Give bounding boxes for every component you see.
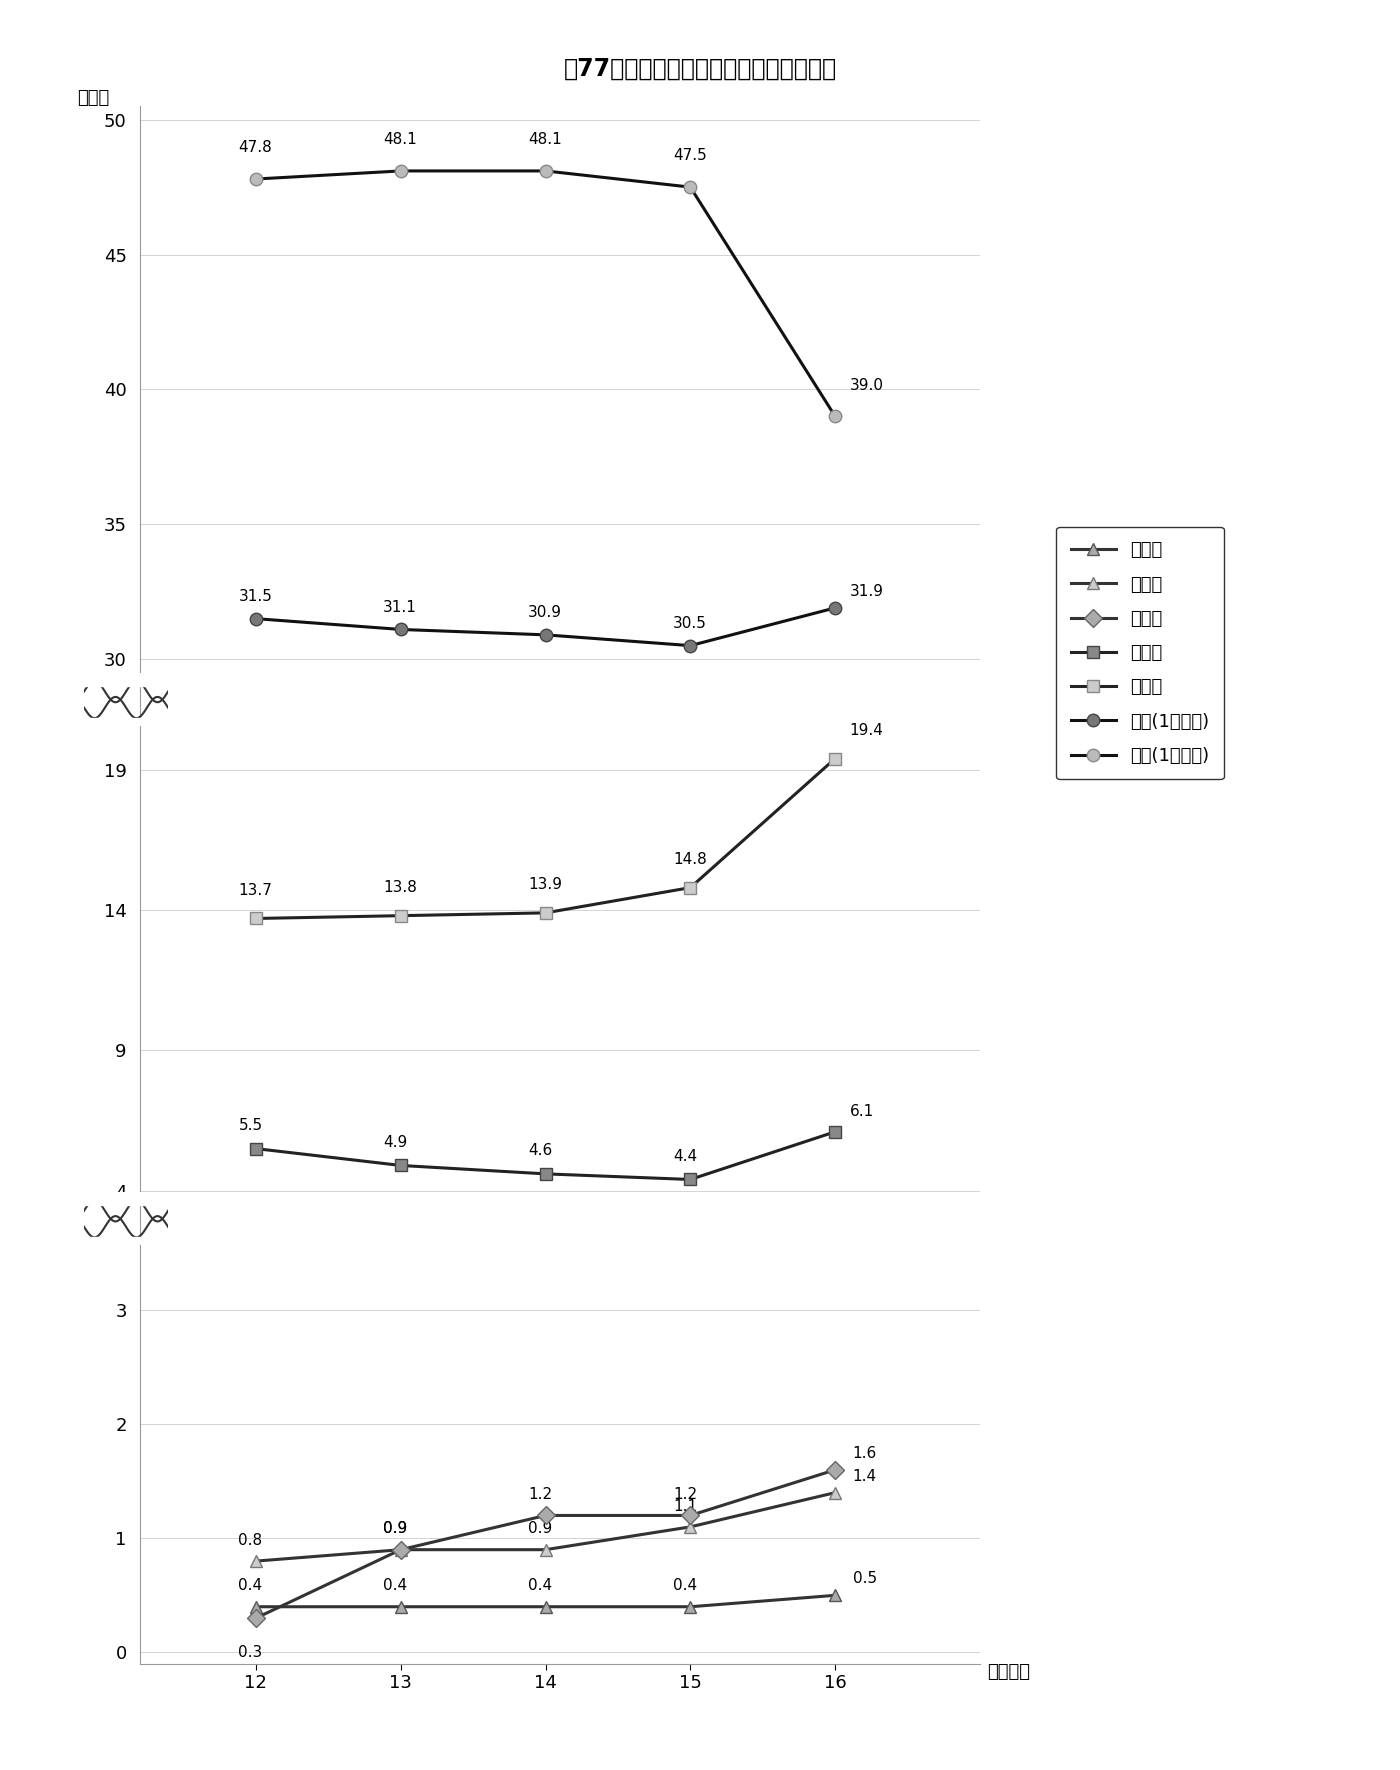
Text: 31.1: 31.1 — [384, 600, 417, 614]
Text: 30.9: 30.9 — [528, 605, 563, 620]
Text: 1.2: 1.2 — [528, 1487, 552, 1503]
Text: 19.4: 19.4 — [850, 722, 883, 738]
Text: 0.9: 0.9 — [528, 1522, 553, 1536]
Text: 13.9: 13.9 — [528, 878, 563, 892]
Text: 0.3: 0.3 — [238, 1644, 263, 1660]
Text: 4.6: 4.6 — [528, 1143, 553, 1158]
Text: 1.1: 1.1 — [673, 1499, 697, 1513]
Text: （年度）: （年度） — [987, 1664, 1030, 1682]
Text: 0.4: 0.4 — [384, 1579, 407, 1593]
Text: 47.8: 47.8 — [238, 140, 272, 156]
Legend: 大都市, 中核市, 特例市, 中都市, 小都市, 町村(1万以上), 町村(1万未満): 大都市, 中核市, 特例市, 中都市, 小都市, 町村(1万以上), 町村(1万… — [1056, 527, 1224, 779]
Text: 14.8: 14.8 — [673, 851, 707, 867]
Bar — [84, 1237, 168, 1248]
Bar — [84, 1189, 168, 1205]
Bar — [84, 671, 168, 687]
Text: 1.2: 1.2 — [673, 1487, 697, 1503]
Text: 48.1: 48.1 — [528, 133, 561, 147]
Bar — [84, 719, 168, 729]
Text: 0.4: 0.4 — [673, 1579, 697, 1593]
Text: 5.5: 5.5 — [238, 1119, 263, 1133]
Text: 6.1: 6.1 — [850, 1104, 874, 1119]
Text: 1.4: 1.4 — [853, 1469, 876, 1483]
Text: 39.0: 39.0 — [850, 377, 883, 393]
Text: 31.5: 31.5 — [238, 589, 273, 604]
Text: 第77図　団体規模別団体数構成比の推移: 第77図 団体規模別団体数構成比の推移 — [563, 57, 837, 81]
Text: 30.5: 30.5 — [673, 616, 707, 630]
Text: （％）: （％） — [77, 88, 109, 106]
Text: 1.6: 1.6 — [853, 1446, 876, 1460]
Text: 4.4: 4.4 — [673, 1149, 697, 1165]
Text: 13.7: 13.7 — [238, 883, 273, 897]
Text: 4.9: 4.9 — [384, 1135, 407, 1150]
Text: 47.5: 47.5 — [673, 149, 707, 163]
Text: 13.8: 13.8 — [384, 880, 417, 896]
Text: 31.9: 31.9 — [850, 584, 883, 598]
Text: 0.9: 0.9 — [384, 1522, 407, 1536]
Text: 0.5: 0.5 — [853, 1572, 876, 1586]
Text: 0.4: 0.4 — [528, 1579, 552, 1593]
Text: 0.8: 0.8 — [238, 1533, 263, 1547]
Text: 0.9: 0.9 — [384, 1522, 407, 1536]
Text: 0.4: 0.4 — [238, 1579, 263, 1593]
Text: 48.1: 48.1 — [384, 133, 417, 147]
